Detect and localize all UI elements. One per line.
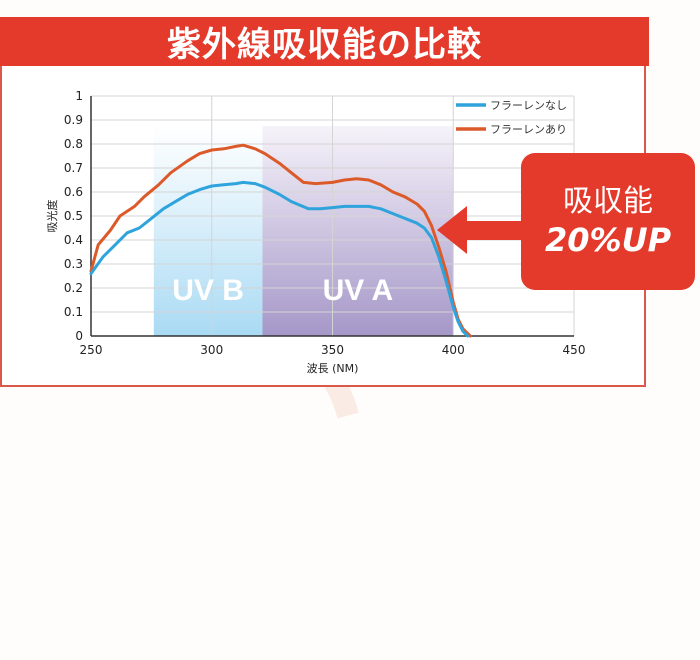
x-tick-label: 400 [442, 343, 465, 357]
band-label: UV A [323, 274, 394, 307]
series-line [89, 180, 470, 338]
page-title: 紫外線吸収能の比較 [167, 25, 482, 65]
x-tick-label: 300 [200, 343, 223, 357]
band-uva [262, 126, 454, 336]
y-tick-label: 1 [75, 89, 83, 103]
legend-label: フラーレンなし [490, 99, 567, 112]
band-uvb [153, 126, 263, 336]
y-tick-label: 0.1 [64, 305, 83, 319]
arrow-left-icon [437, 206, 525, 254]
improvement-callout: 吸収能 20%UP [521, 153, 695, 290]
band-label: UV B [172, 274, 244, 307]
y-tick-label: 0.5 [64, 209, 83, 223]
series-line [89, 143, 472, 338]
y-tick-label: 0.2 [64, 281, 83, 295]
x-tick-label: 350 [321, 343, 344, 357]
title-bar: 紫外線吸収能の比較 [0, 17, 649, 66]
y-tick-label: 0.7 [64, 161, 83, 175]
y-tick-label: 0.6 [64, 185, 83, 199]
legend-label: フラーレンあり [490, 123, 567, 136]
y-tick-label: 0.9 [64, 113, 83, 127]
callout-label: 吸収能 [563, 183, 653, 219]
y-tick-label: 0.3 [64, 257, 83, 271]
y-tick-label: 0.8 [64, 137, 83, 151]
callout-value: 20%UP [544, 220, 672, 259]
x-tick-label: 450 [563, 343, 586, 357]
y-tick-label: 0.4 [64, 233, 83, 247]
x-tick-label: 250 [80, 343, 103, 357]
y-tick-label: 0 [75, 329, 83, 343]
y-axis-label: 吸光度 [45, 200, 59, 233]
absorbance-chart: UV B UV A 0 0.1 0.2 0.3 0.4 0.5 0.6 0.7 0.8 0.9 1 250… [45, 89, 586, 375]
x-axis-label: 波長 (NM) [307, 362, 359, 375]
